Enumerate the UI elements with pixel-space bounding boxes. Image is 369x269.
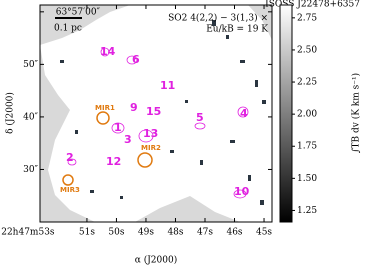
core-label: 4 — [240, 107, 248, 120]
core-label: 13 — [143, 127, 158, 140]
y-tick-label: 30″ — [23, 165, 38, 175]
scale-bar-label: 0.1 pc — [54, 24, 82, 34]
core-label: 6 — [132, 53, 140, 66]
x-tick-label: 45s — [256, 228, 272, 238]
core-label: 5 — [196, 111, 204, 124]
core-label: 3 — [124, 133, 132, 146]
chart-title: ISOSS J22478+6357 — [265, 0, 360, 10]
colorbar-tick-label: 2.75 — [297, 13, 317, 23]
colorbar-tick-label: 1.25 — [297, 206, 317, 216]
x-tick-label: 49s — [138, 228, 154, 238]
y-axis-label: δ (J2000) — [5, 92, 16, 134]
colorbar-label: ∫TB dv (K km s⁻¹) — [351, 73, 362, 153]
source-label: MIR3 — [60, 186, 80, 194]
core-label: 14 — [100, 45, 116, 58]
line-label: SO2 4(2,2) − 3(1,3) × — [168, 13, 268, 24]
source-label: MIR2 — [141, 144, 161, 152]
x-tick-label: 50s — [108, 228, 124, 238]
core-label: 2 — [66, 151, 74, 164]
core-label: 10 — [234, 185, 250, 198]
x-tick-label: 47s — [197, 228, 213, 238]
energy-label: Eu/kB = 19 K — [206, 25, 268, 35]
map-coverage — [40, 5, 272, 222]
x-tick-label: 48s — [167, 228, 183, 238]
y-tick-label: 50″ — [23, 60, 38, 70]
core-label: 1 — [114, 121, 122, 134]
core-label: 9 — [130, 101, 138, 114]
x-tick-label: 22h47m53s — [1, 228, 55, 238]
colorbar — [279, 4, 293, 223]
colorbar-tick-label: 2.50 — [297, 45, 317, 55]
colorbar-tick-label: 1.75 — [297, 142, 317, 152]
x-axis-label: α (J2000) — [135, 255, 177, 266]
source-label: MIR1 — [95, 104, 115, 112]
core-label: 11 — [160, 79, 175, 92]
noise-speckles — [60, 20, 266, 205]
y-tick-label: 63°57′00″ — [56, 7, 101, 17]
source-markers — [62, 111, 153, 186]
colorbar-tick-label: 2.00 — [297, 110, 317, 120]
colorbar-tick-label: 2.25 — [297, 78, 317, 88]
x-tick-label: 46s — [226, 228, 242, 238]
contours — [67, 47, 249, 199]
x-tick-label: 51s — [79, 228, 95, 238]
y-tick-label: 40″ — [23, 112, 38, 122]
frame — [39, 4, 273, 223]
colorbar-tick-label: 1.50 — [297, 174, 317, 184]
core-label: 12 — [106, 155, 121, 168]
core-label: 15 — [146, 105, 161, 118]
